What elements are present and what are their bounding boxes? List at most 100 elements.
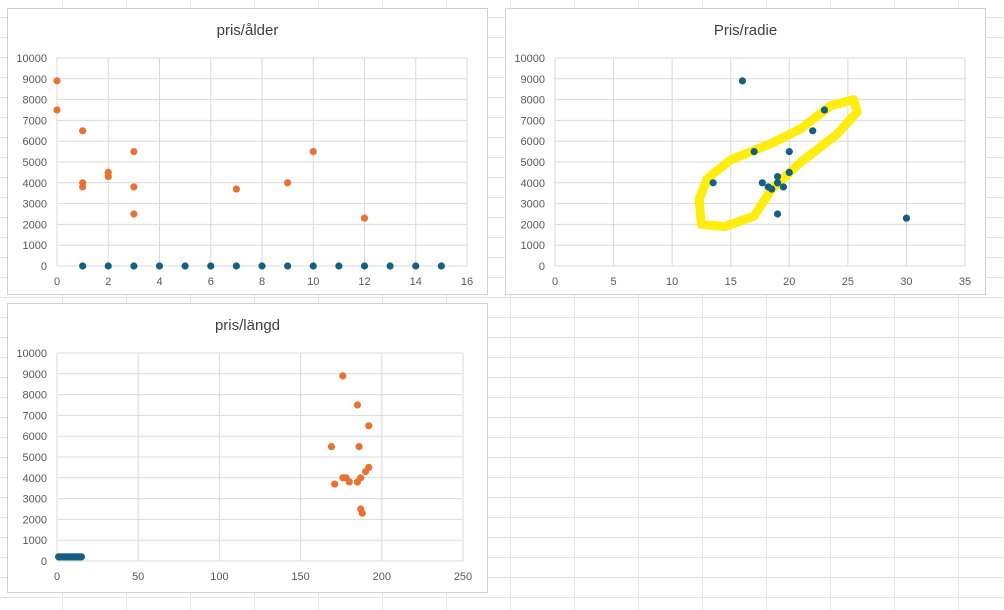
chart-pris-radie[interactable]: Pris/radie 0 1000 2000 3000 4000 5000 6000 7000…: [505, 8, 986, 295]
data-point: [77, 553, 85, 561]
data-point: [360, 214, 369, 222]
data-point: [104, 172, 112, 181]
data-point: [360, 262, 369, 270]
y-tick-label: 2000: [521, 219, 545, 231]
y-tick-label: 5000: [23, 157, 47, 169]
y-tick-label: 2000: [23, 219, 47, 231]
y-tick-label: 7000: [521, 115, 545, 127]
data-point: [130, 183, 138, 191]
x-tick-label: 25: [842, 276, 854, 288]
y-tick-label: 1000: [23, 535, 47, 547]
data-point: [773, 179, 782, 187]
y-tick-label: 7000: [23, 115, 47, 127]
data-point: [104, 262, 112, 270]
y-tick-label: 9000: [23, 369, 47, 381]
data-point: [355, 443, 363, 451]
y-tick-label: 4000: [521, 178, 545, 190]
x-tick-label: 16: [461, 276, 473, 288]
y-tick-label: 7000: [23, 410, 47, 422]
y-tick-label: 6000: [23, 431, 47, 443]
plot-area: 0100020003000400050006000700080009000100…: [16, 53, 473, 288]
y-tick-label: 3000: [23, 199, 47, 211]
data-point: [412, 262, 420, 270]
data-point: [258, 262, 266, 270]
x-tick-label: 2: [105, 276, 111, 288]
x-tick-label: 50: [132, 571, 144, 583]
data-point: [386, 262, 394, 270]
y-tick-label: 10000: [16, 348, 47, 360]
x-tick-label: 14: [410, 276, 422, 288]
data-point: [130, 148, 138, 156]
data-point: [353, 401, 362, 409]
data-point: [365, 422, 373, 430]
y-tick-label: 5000: [23, 452, 47, 464]
data-point: [207, 262, 215, 270]
x-tick-label: 8: [259, 276, 265, 288]
x-tick-label: 250: [454, 571, 472, 583]
data-point: [284, 179, 292, 187]
y-tick-label: 3000: [521, 199, 545, 211]
y-tick-label: 4000: [23, 178, 47, 190]
y-tick-label: 0: [41, 556, 47, 568]
y-tick-label: 0: [41, 261, 47, 273]
data-point: [309, 262, 317, 270]
x-tick-label: 20: [783, 276, 795, 288]
y-tick-label: 8000: [521, 95, 545, 107]
x-tick-label: 6: [208, 276, 214, 288]
data-point: [779, 183, 788, 191]
highlight-loop: [694, 95, 862, 231]
y-tick-label: 9000: [521, 74, 545, 86]
x-tick-label: 5: [611, 276, 617, 288]
data-point: [709, 179, 717, 187]
data-point: [130, 210, 138, 218]
x-tick-label: 10: [307, 276, 319, 288]
x-tick-label: 30: [900, 276, 912, 288]
data-point: [785, 148, 793, 156]
data-point: [437, 262, 445, 270]
y-tick-label: 10000: [514, 53, 545, 65]
data-point: [79, 262, 87, 270]
y-tick-label: 1000: [521, 240, 545, 252]
x-tick-label: 12: [358, 276, 370, 288]
chart-pris-langd[interactable]: pris/längd 0 1000 2000 3000 4000 5000 6000 7000…: [7, 303, 488, 593]
data-point: [750, 148, 758, 156]
y-tick-label: 10000: [16, 53, 47, 65]
data-point: [335, 262, 343, 270]
data-point: [331, 480, 339, 488]
y-tick-label: 6000: [23, 136, 47, 148]
chart-title: Pris/radie: [713, 22, 778, 39]
data-point: [820, 106, 829, 114]
x-tick-label: 10: [666, 276, 678, 288]
y-tick-label: 4000: [23, 473, 47, 485]
y-tick-label: 3000: [23, 494, 47, 506]
plot-area: 0100020003000400050006000700080009000100…: [16, 348, 472, 583]
y-tick-label: 1000: [23, 240, 47, 252]
data-point: [809, 127, 817, 135]
data-point: [773, 210, 782, 218]
data-point: [53, 106, 61, 114]
x-tick-label: 200: [373, 571, 391, 583]
chart-pris-alder[interactable]: pris/ålder 0 1000 2000 3000 4000 5000 6000 7000…: [7, 8, 488, 295]
data-point: [181, 262, 189, 270]
data-point: [284, 262, 292, 270]
y-tick-label: 8000: [23, 390, 47, 402]
y-tick-label: 2000: [23, 514, 47, 526]
data-point: [327, 443, 336, 451]
data-point: [345, 478, 353, 486]
chart-title: pris/ålder: [216, 22, 279, 39]
data-point: [79, 127, 87, 135]
data-point: [785, 168, 793, 176]
data-point: [339, 372, 347, 380]
data-point: [130, 262, 138, 270]
x-tick-label: 0: [54, 276, 60, 288]
x-tick-label: 0: [54, 571, 60, 583]
x-tick-label: 0: [552, 276, 558, 288]
data-point: [768, 185, 776, 193]
y-tick-label: 5000: [521, 157, 545, 169]
data-point: [738, 77, 747, 85]
data-point: [358, 509, 366, 517]
x-tick-label: 4: [156, 276, 162, 288]
y-tick-label: 6000: [521, 136, 545, 148]
data-point: [232, 185, 240, 193]
plot-area: 0 1000 2000 3000 4000 5000 6000 7000 8000 9000 100…: [514, 53, 971, 288]
